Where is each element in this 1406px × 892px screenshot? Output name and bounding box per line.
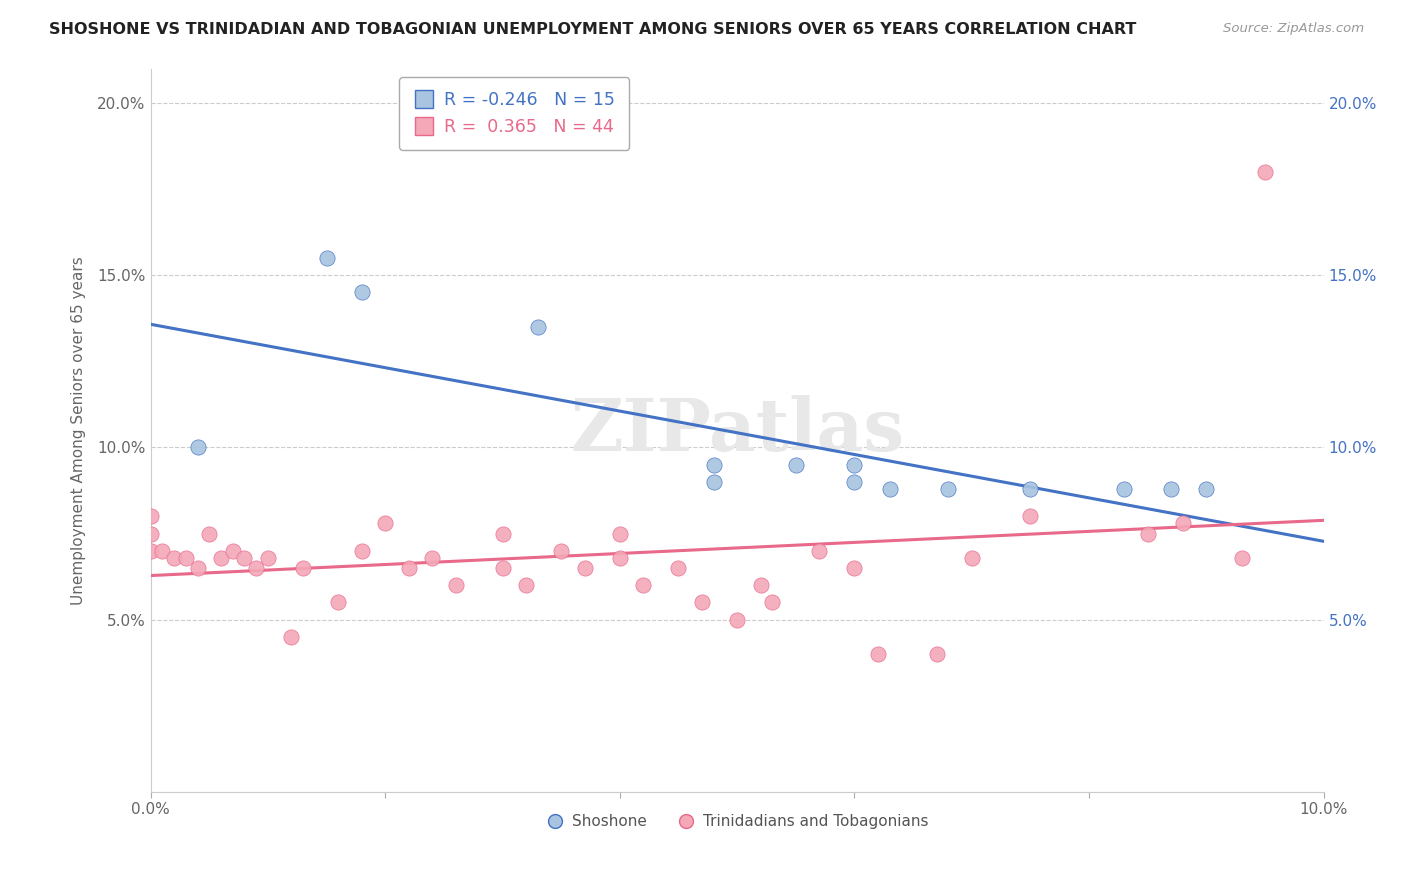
Point [1019, 509, 1042, 524]
Point [808, 544, 831, 558]
Point [866, 647, 889, 661]
Point [526, 319, 548, 334]
Point [609, 526, 631, 541]
Text: ZIPatlas: ZIPatlas [569, 395, 904, 466]
Point [328, 595, 350, 609]
Y-axis label: Unemployment Among Seniors over 65 years: Unemployment Among Seniors over 65 years [72, 256, 86, 605]
Point [491, 526, 513, 541]
Point [1171, 516, 1194, 531]
Point [139, 544, 162, 558]
Point [350, 285, 373, 300]
Point [925, 647, 948, 661]
Point [550, 544, 572, 558]
Point [515, 578, 537, 592]
Point [139, 509, 162, 524]
Point [690, 595, 713, 609]
Point [785, 458, 807, 472]
Point [1195, 482, 1218, 496]
Point [374, 516, 396, 531]
Point [209, 550, 232, 565]
Point [257, 550, 280, 565]
Point [198, 526, 221, 541]
Point [844, 561, 866, 575]
Point [761, 595, 783, 609]
Point [222, 544, 245, 558]
Text: SHOSHONE VS TRINIDADIAN AND TOBAGONIAN UNEMPLOYMENT AMONG SENIORS OVER 65 YEARS : SHOSHONE VS TRINIDADIAN AND TOBAGONIAN U… [49, 22, 1136, 37]
Point [420, 550, 443, 565]
Point [844, 475, 866, 489]
Point [960, 550, 983, 565]
Point [749, 578, 772, 592]
Point [491, 561, 513, 575]
Point [1160, 482, 1182, 496]
Point [1114, 482, 1136, 496]
Point [844, 458, 866, 472]
Point [936, 482, 959, 496]
Point [292, 561, 315, 575]
Point [1019, 482, 1042, 496]
Point [186, 561, 208, 575]
Point [139, 526, 162, 541]
Text: Source: ZipAtlas.com: Source: ZipAtlas.com [1223, 22, 1364, 36]
Point [186, 441, 208, 455]
Point [245, 561, 267, 575]
Point [350, 544, 373, 558]
Point [315, 251, 337, 265]
Point [398, 561, 420, 575]
Point [703, 458, 725, 472]
Point [703, 475, 725, 489]
Point [633, 578, 655, 592]
Point [174, 550, 197, 565]
Legend: Shoshone, Trinidadians and Tobagonians: Shoshone, Trinidadians and Tobagonians [540, 808, 935, 835]
Point [280, 630, 302, 644]
Point [574, 561, 596, 575]
Point [1136, 526, 1159, 541]
Point [609, 550, 631, 565]
Point [1230, 550, 1253, 565]
Point [668, 561, 690, 575]
Point [725, 613, 748, 627]
Point [1254, 165, 1277, 179]
Point [233, 550, 256, 565]
Point [150, 544, 173, 558]
Point [444, 578, 467, 592]
Point [163, 550, 186, 565]
Point [879, 482, 901, 496]
